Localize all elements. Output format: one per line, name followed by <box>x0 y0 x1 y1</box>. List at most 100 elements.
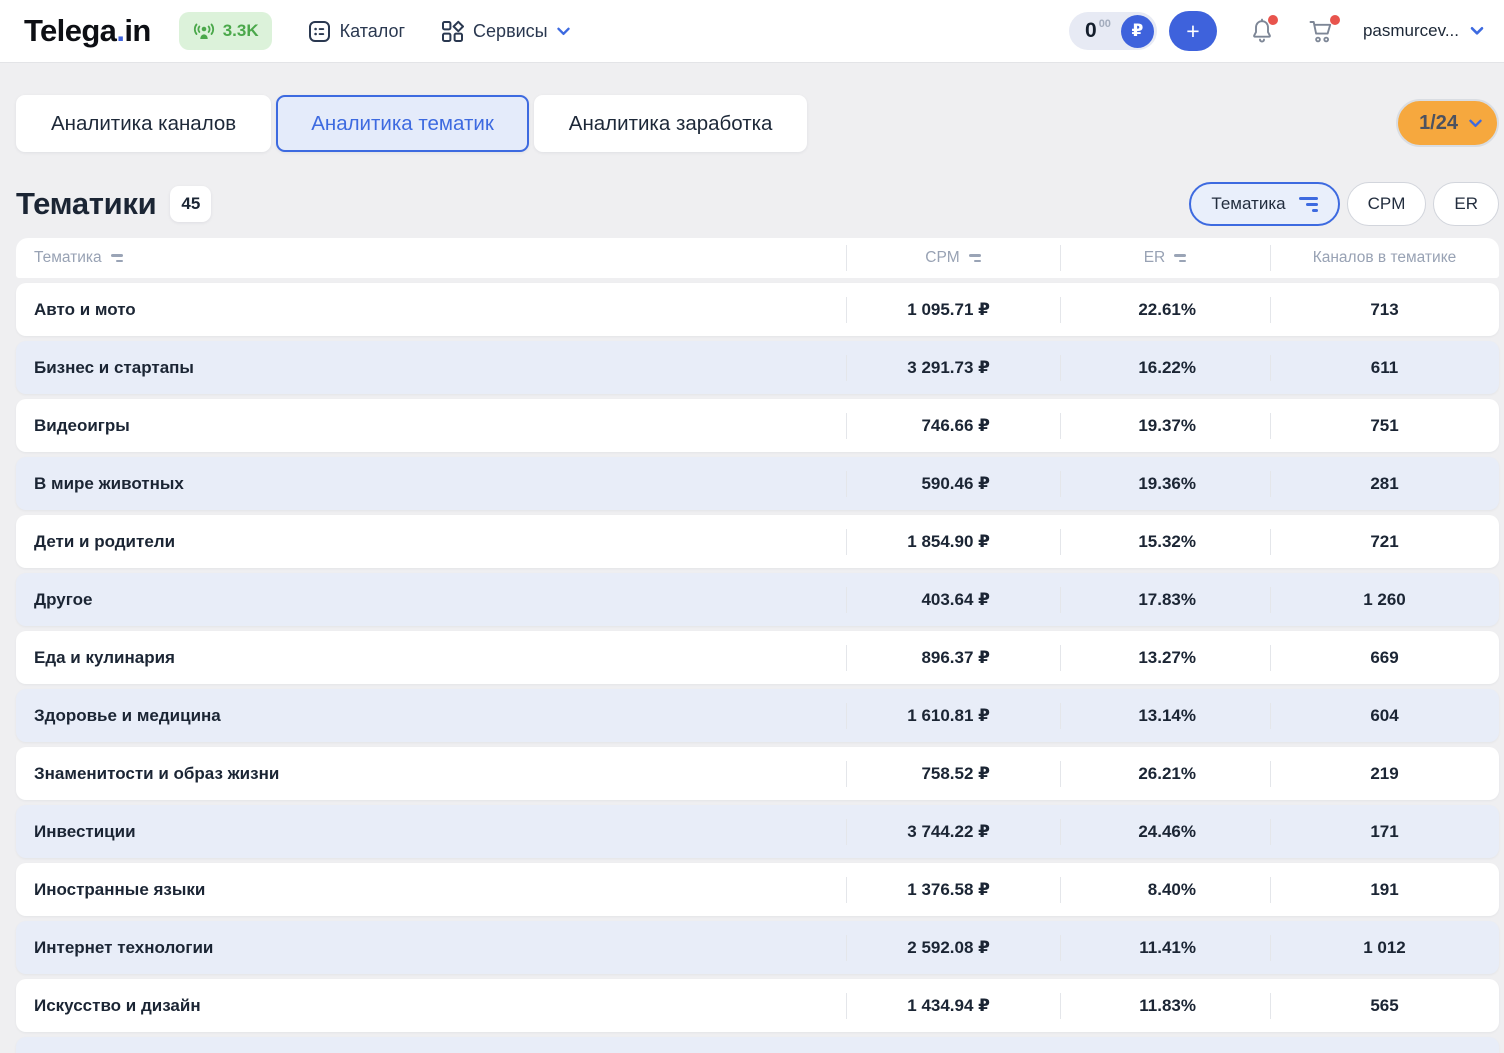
cpm-cell: 896.37 ₽ <box>846 631 1060 684</box>
topic-cell: В мире животных <box>34 473 184 493</box>
column-header-channels-label: Каналов в тематике <box>1312 249 1457 266</box>
top-bar: Telega.in 3.3K Каталог <box>0 0 1504 63</box>
topic-cell: Видеоигры <box>34 415 130 435</box>
er-cell: 11.83% <box>1060 979 1270 1032</box>
tabs-row: Аналитика каналов Аналитика тематик Анал… <box>16 95 1499 152</box>
column-header-topic-label: Тематика <box>34 249 102 266</box>
topic-cell: Другое <box>34 589 93 609</box>
cpm-cell: 403.64 ₽ <box>846 573 1060 626</box>
nav-services-label: Сервисы <box>473 20 548 41</box>
page-title: Тематики <box>16 186 157 221</box>
catalog-icon <box>308 20 331 43</box>
sort-filters: Тематика CPM ER <box>1189 182 1499 226</box>
table-row[interactable]: Видеоигры 746.66 ₽ 19.37% 751 <box>16 399 1499 452</box>
main-content: Аналитика каналов Аналитика тематик Анал… <box>0 95 1504 1053</box>
topic-cell: Еда и кулинария <box>34 647 175 667</box>
column-header-er[interactable]: ER <box>1060 238 1270 278</box>
nav-services[interactable]: Сервисы <box>441 20 570 43</box>
tab-topic-analytics[interactable]: Аналитика тематик <box>276 95 529 152</box>
live-viewers-badge[interactable]: 3.3K <box>178 12 272 50</box>
services-grid-icon <box>441 20 465 43</box>
pagination-dropdown[interactable]: 1/24 <box>1396 99 1499 147</box>
balance-fraction: 00 <box>1098 18 1111 30</box>
table-row[interactable]: Инвестиции 3 744.22 ₽ 24.46% 171 <box>16 805 1499 858</box>
balance-cluster: 0 00 ₽ + <box>1069 11 1217 51</box>
table-body: Авто и мото 1 095.71 ₽ 22.61% 713 Бизнес… <box>16 283 1499 1053</box>
er-cell: 19.37% <box>1060 399 1270 452</box>
user-menu[interactable]: pasmurcev... <box>1363 21 1484 41</box>
ruble-currency-icon[interactable]: ₽ <box>1120 14 1154 48</box>
er-cell: 16.22% <box>1060 341 1270 394</box>
er-cell: 13.14% <box>1060 689 1270 742</box>
logo[interactable]: Telega.in <box>24 13 151 49</box>
table-row[interactable]: Еда и кулинария 896.37 ₽ 13.27% 669 <box>16 631 1499 684</box>
sort-icon <box>968 254 981 262</box>
topics-count-badge: 45 <box>170 186 212 222</box>
table-row[interactable]: Дети и родители 1 854.90 ₽ 15.32% 721 <box>16 515 1499 568</box>
table-row[interactable]: Иностранные языки 1 376.58 ₽ 8.40% 191 <box>16 863 1499 916</box>
tab-earnings-analytics[interactable]: Аналитика заработка <box>533 95 808 152</box>
title-row: Тематики 45 Тематика CPM ER <box>16 182 1499 226</box>
column-header-er-label: ER <box>1143 249 1166 266</box>
chevron-down-icon <box>556 27 570 36</box>
notifications-button[interactable] <box>1249 15 1278 45</box>
sort-pill-er[interactable]: ER <box>1433 182 1499 226</box>
cpm-cell: 758.52 ₽ <box>846 747 1060 800</box>
table-row[interactable]: Искусство и дизайн 1 434.94 ₽ 11.83% 565 <box>16 979 1499 1032</box>
channels-cell: 1 012 <box>1270 921 1499 974</box>
er-cell: 22.61% <box>1060 283 1270 336</box>
table-row[interactable]: Другое 403.64 ₽ 17.83% 1 260 <box>16 573 1499 626</box>
cpm-cell: 2 592.08 ₽ <box>846 921 1060 974</box>
table-row[interactable]: Интернет технологии 2 592.08 ₽ 11.41% 1 … <box>16 921 1499 974</box>
cart-button[interactable] <box>1307 15 1340 45</box>
table-row-partial <box>16 1037 1499 1053</box>
channels-cell: 219 <box>1270 747 1499 800</box>
topic-cell: Иностранные языки <box>34 879 206 899</box>
cpm-cell: 1 095.71 ₽ <box>846 283 1060 336</box>
table-row[interactable]: В мире животных 590.46 ₽ 19.36% 281 <box>16 457 1499 510</box>
nav-catalog[interactable]: Каталог <box>308 20 405 43</box>
channels-cell: 191 <box>1270 863 1499 916</box>
channels-cell: 1 260 <box>1270 573 1499 626</box>
channels-cell: 171 <box>1270 805 1499 858</box>
er-cell: 13.27% <box>1060 631 1270 684</box>
chevron-down-icon <box>1470 26 1484 36</box>
er-cell: 11.41% <box>1060 921 1270 974</box>
topbar-right: 0 00 ₽ + pasmurcev... <box>1069 11 1484 51</box>
er-cell: 19.36% <box>1060 457 1270 510</box>
column-header-cpm[interactable]: CPM <box>846 238 1060 278</box>
cpm-cell: 1 610.81 ₽ <box>846 689 1060 742</box>
er-cell: 17.83% <box>1060 573 1270 626</box>
topic-cell: Бизнес и стартапы <box>34 357 194 377</box>
er-cell: 26.21% <box>1060 747 1270 800</box>
balance-pill[interactable]: 0 00 ₽ <box>1069 12 1157 50</box>
topic-cell: Инвестиции <box>34 821 136 841</box>
channels-cell: 281 <box>1270 457 1499 510</box>
table-row[interactable]: Знаменитости и образ жизни 758.52 ₽ 26.2… <box>16 747 1499 800</box>
cpm-cell: 746.66 ₽ <box>846 399 1060 452</box>
channels-cell: 565 <box>1270 979 1499 1032</box>
sort-pill-topic[interactable]: Тематика <box>1189 182 1340 226</box>
tab-channel-analytics[interactable]: Аналитика каналов <box>16 95 272 152</box>
cpm-cell: 1 434.94 ₽ <box>846 979 1060 1032</box>
logo-text: Telega <box>24 13 117 48</box>
notification-dot <box>1267 15 1278 25</box>
cpm-cell: 3 291.73 ₽ <box>846 341 1060 394</box>
table-row[interactable]: Бизнес и стартапы 3 291.73 ₽ 16.22% 611 <box>16 341 1499 394</box>
live-count: 3.3K <box>222 21 259 40</box>
cpm-cell: 590.46 ₽ <box>846 457 1060 510</box>
cpm-cell: 3 744.22 ₽ <box>846 805 1060 858</box>
sort-icon <box>1298 196 1318 212</box>
table-row[interactable]: Здоровье и медицина 1 610.81 ₽ 13.14% 60… <box>16 689 1499 742</box>
cpm-cell: 1 376.58 ₽ <box>846 863 1060 916</box>
sort-icon <box>1174 254 1187 262</box>
column-header-topic[interactable]: Тематика <box>16 238 846 278</box>
column-header-channels: Каналов в тематике <box>1270 238 1499 278</box>
table-row[interactable]: Авто и мото 1 095.71 ₽ 22.61% 713 <box>16 283 1499 336</box>
sort-pill-cpm[interactable]: CPM <box>1346 182 1427 226</box>
topic-cell: Авто и мото <box>34 299 136 319</box>
channels-cell: 604 <box>1270 689 1499 742</box>
cart-icon <box>1309 21 1332 43</box>
top-up-balance-button[interactable]: + <box>1168 11 1217 51</box>
nav-catalog-label: Каталог <box>339 20 406 41</box>
